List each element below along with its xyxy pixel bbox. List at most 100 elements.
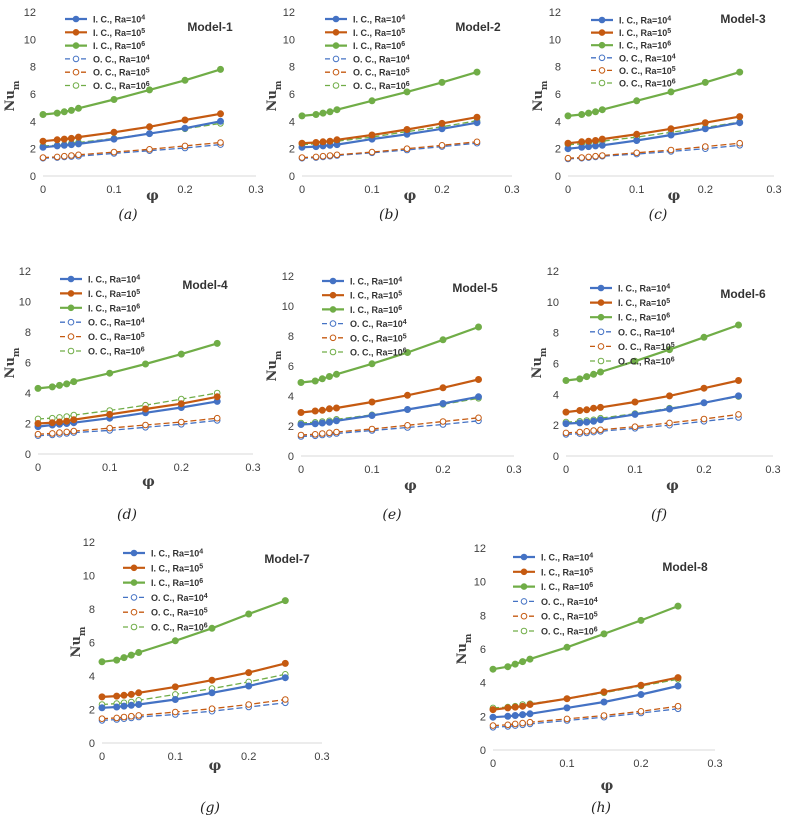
legend-swatch-marker	[598, 41, 606, 49]
data-point	[562, 408, 570, 416]
data-point	[326, 429, 333, 437]
legend-swatch-marker	[520, 553, 528, 561]
legend-label: O. C., Ra=105	[353, 67, 410, 78]
data-point	[48, 383, 56, 391]
y-tick-label: 0	[480, 745, 486, 757]
legend-entry: I. C., Ra=104	[591, 15, 671, 26]
series-line	[300, 417, 479, 436]
data-point	[70, 378, 78, 386]
y-tick-label: 6	[289, 89, 295, 101]
x-tick-label: 0	[298, 464, 304, 476]
y-tick-label: 8	[289, 62, 295, 74]
y-axis-label: Num	[69, 626, 88, 657]
data-point	[526, 655, 534, 663]
y-tick-label: 10	[24, 34, 36, 46]
data-point	[439, 400, 447, 407]
data-point	[75, 140, 82, 148]
x-tick-label: 0.3	[248, 184, 263, 196]
legend-entry: I. C., Ra=105	[590, 298, 670, 308]
y-tick-label: 4	[553, 389, 559, 401]
legend-swatch-marker	[72, 55, 80, 63]
data-point	[590, 404, 598, 412]
x-axis-label: φ	[404, 188, 417, 204]
legend-swatch-marker	[67, 333, 75, 340]
data-point	[298, 112, 306, 120]
y-tick-label: 10	[282, 301, 294, 313]
legend-entry: O. C., Ra=105	[590, 341, 675, 352]
series-line	[301, 120, 478, 146]
legend-entry: I. C., Ra=106	[325, 41, 405, 51]
legend-swatch-marker	[329, 334, 337, 342]
series-line	[567, 144, 740, 160]
legend-swatch-marker	[598, 79, 606, 87]
y-tick-label: 4	[289, 116, 295, 128]
y-tick-label: 6	[89, 638, 95, 650]
data-point	[70, 416, 78, 424]
data-point	[504, 721, 512, 729]
legend-entry: I. C., Ra=106	[60, 303, 140, 314]
data-point	[735, 392, 742, 400]
legend-label: I. C., Ra=105	[88, 288, 140, 299]
y-axis-label: Num	[265, 350, 284, 381]
y-tick-label: 6	[25, 358, 31, 370]
data-point	[181, 76, 189, 84]
y-tick-label: 12	[83, 537, 95, 549]
legend-swatch-marker	[332, 42, 340, 49]
x-tick-label: 0	[565, 184, 571, 196]
legend-label: I. C., Ra=106	[88, 303, 140, 314]
data-point	[578, 154, 586, 161]
data-point	[633, 149, 641, 157]
data-point	[311, 431, 319, 438]
data-point	[597, 403, 604, 411]
data-point	[128, 712, 135, 720]
data-point	[67, 141, 75, 149]
legend-label: O. C., Ra=105	[93, 67, 150, 78]
data-point	[633, 97, 641, 105]
legend-entry: O. C., Ra=106	[60, 346, 145, 357]
data-point	[600, 688, 608, 696]
series-2	[39, 110, 224, 145]
x-tick-label: 0.1	[364, 464, 379, 476]
series-2	[489, 674, 682, 714]
data-point	[319, 152, 327, 160]
data-point	[475, 376, 482, 383]
data-point	[674, 702, 682, 710]
y-tick-label: 2	[553, 420, 559, 432]
data-point	[120, 691, 128, 699]
x-tick-label: 0.2	[434, 184, 449, 196]
panel-caption: (h)	[591, 800, 611, 816]
data-point	[75, 104, 82, 112]
series-line	[565, 413, 739, 434]
legend-swatch-marker	[72, 82, 80, 89]
data-point	[326, 137, 334, 145]
x-tick-label: 0	[490, 758, 496, 770]
legend-entry: I. C., Ra=105	[60, 288, 140, 299]
data-point	[599, 152, 606, 159]
y-axis-label: Num	[455, 633, 474, 664]
legend-swatch-marker	[332, 29, 340, 36]
y-tick-label: 12	[474, 543, 486, 555]
data-point	[53, 109, 61, 117]
data-point	[590, 427, 597, 434]
data-point	[578, 138, 586, 146]
legend-swatch-marker	[597, 284, 605, 292]
data-point	[61, 152, 68, 160]
legend-swatch-marker	[520, 568, 528, 576]
legend-swatch-marker	[329, 348, 337, 356]
data-point	[368, 131, 376, 139]
legend-swatch-marker	[332, 15, 340, 23]
data-point	[667, 88, 675, 96]
data-point	[106, 410, 114, 418]
series-line	[567, 142, 740, 159]
x-tick-label: 0.1	[168, 751, 183, 763]
data-point	[318, 419, 326, 427]
data-point	[519, 658, 527, 666]
data-point	[325, 418, 333, 426]
y-tick-label: 0	[25, 449, 31, 461]
data-point	[217, 139, 224, 146]
legend-label: I. C., Ra=106	[619, 40, 671, 51]
legend-label: I. C., Ra=105	[353, 27, 405, 38]
data-point	[297, 421, 305, 428]
data-point	[489, 665, 497, 673]
legend-label: I. C., Ra=105	[151, 563, 203, 574]
